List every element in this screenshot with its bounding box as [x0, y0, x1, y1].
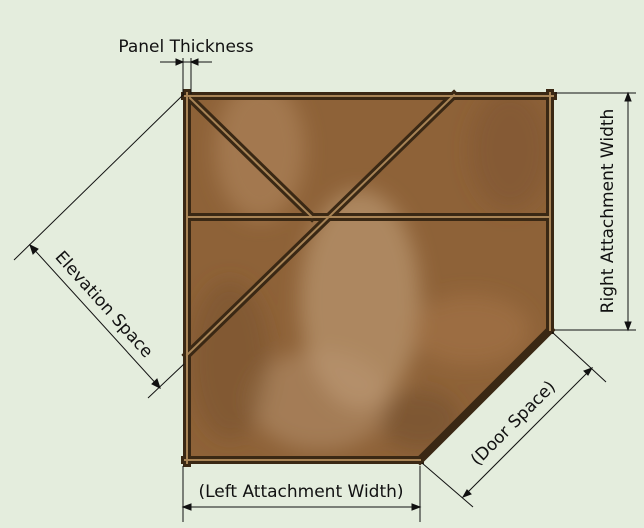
right-attachment-width-dimension: [555, 91, 636, 332]
panel-area: [185, 93, 553, 463]
elevation-space-label: Elevation Space: [51, 247, 157, 362]
wooden-frame: [181, 89, 557, 467]
panel-thickness-label: Panel Thickness: [118, 37, 253, 57]
elevation-space-dimension: [13, 93, 185, 399]
panel-thickness-dimension: [160, 58, 212, 94]
frame-door-edge: [414, 324, 556, 466]
blurred-background-photo: [190, 93, 550, 450]
left-attachment-width-label: (Left Attachment Width): [198, 482, 403, 502]
dimension-lines: [13, 58, 636, 522]
left-attachment-width-dimension: [181, 466, 422, 522]
door-space-dimension: [421, 331, 607, 508]
right-attachment-width-label: Right Attachment Width: [598, 109, 618, 314]
